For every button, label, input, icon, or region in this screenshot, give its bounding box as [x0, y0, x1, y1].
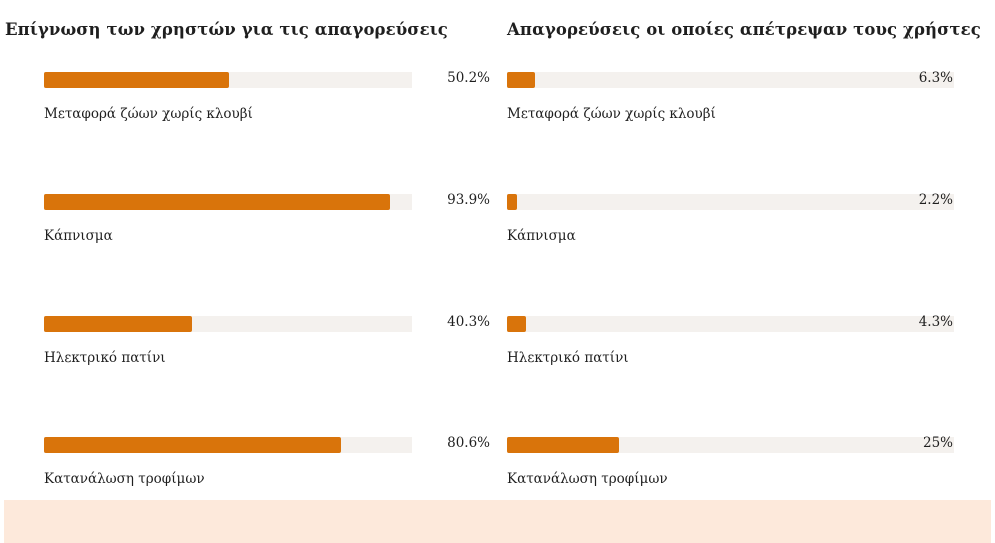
- bar: [507, 194, 517, 210]
- value-label: 80.6%: [447, 435, 490, 451]
- bar-track: [507, 437, 954, 453]
- bar-row: 93.9% Κάπνισμα: [0, 192, 495, 264]
- category-label: Κατανάλωση τροφίμων: [44, 471, 205, 487]
- category-label: Μεταφορά ζώων χωρίς κλουβί: [507, 106, 716, 122]
- bar-row: 50.2% Μεταφορά ζώων χωρίς κλουβί: [0, 70, 495, 142]
- bar-track: [44, 72, 412, 88]
- category-label: Κάπνισμα: [507, 228, 576, 244]
- chart-title: Απαγορεύσεις οι οποίες απέτρεψαν τους χρ…: [507, 20, 981, 39]
- bar: [507, 316, 527, 332]
- bar: [44, 437, 341, 453]
- bar-track: [44, 194, 412, 210]
- bar: [507, 72, 536, 88]
- value-label: 6.3%: [918, 70, 953, 86]
- chart-title: Επίγνωση των χρηστών για τις απαγορεύσει…: [5, 20, 448, 39]
- bar-row: 2.2% Κάπνισμα: [505, 192, 995, 264]
- bar-row: 25% Κατανάλωση τροφίμων: [505, 435, 995, 507]
- value-label: 25%: [922, 435, 953, 451]
- bar-row: 40.3% Ηλεκτρικό πατίνι: [0, 314, 495, 386]
- value-label: 50.2%: [447, 70, 490, 86]
- value-label: 40.3%: [447, 314, 490, 330]
- bar-row: 4.3% Ηλεκτρικό πατίνι: [505, 314, 995, 386]
- bar-row: 80.6% Κατανάλωση τροφίμων: [0, 435, 495, 507]
- category-label: Ηλεκτρικό πατίνι: [44, 350, 166, 366]
- bar-track: [44, 437, 412, 453]
- bar-track: [507, 72, 954, 88]
- bar: [44, 72, 229, 88]
- bar-track: [44, 316, 412, 332]
- bar: [44, 316, 193, 332]
- bar-track: [507, 316, 954, 332]
- category-label: Κατανάλωση τροφίμων: [507, 471, 668, 487]
- category-label: Κάπνισμα: [44, 228, 113, 244]
- category-label: Ηλεκτρικό πατίνι: [507, 350, 629, 366]
- value-label: 2.2%: [918, 192, 953, 208]
- bar-track: [507, 194, 954, 210]
- footer-band: [4, 500, 991, 543]
- bar-row: 6.3% Μεταφορά ζώων χωρίς κλουβί: [505, 70, 995, 142]
- category-label: Μεταφορά ζώων χωρίς κλουβί: [44, 106, 253, 122]
- bar: [44, 194, 390, 210]
- value-label: 93.9%: [447, 192, 490, 208]
- bar: [507, 437, 619, 453]
- value-label: 4.3%: [918, 314, 953, 330]
